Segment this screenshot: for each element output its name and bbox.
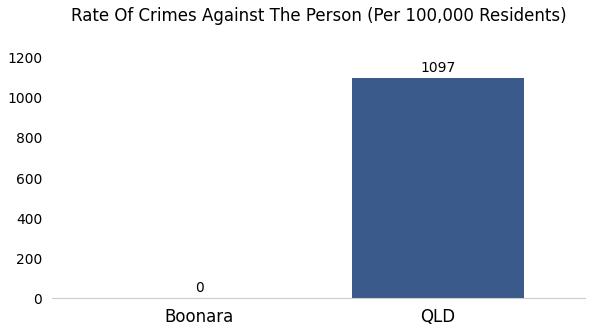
Bar (352, 78, 523, 298)
Text: 1097: 1097 (420, 61, 455, 75)
Text: 0: 0 (195, 281, 204, 295)
Title: Rate Of Crimes Against The Person (Per 100,000 Residents): Rate Of Crimes Against The Person (Per 1… (70, 7, 566, 25)
